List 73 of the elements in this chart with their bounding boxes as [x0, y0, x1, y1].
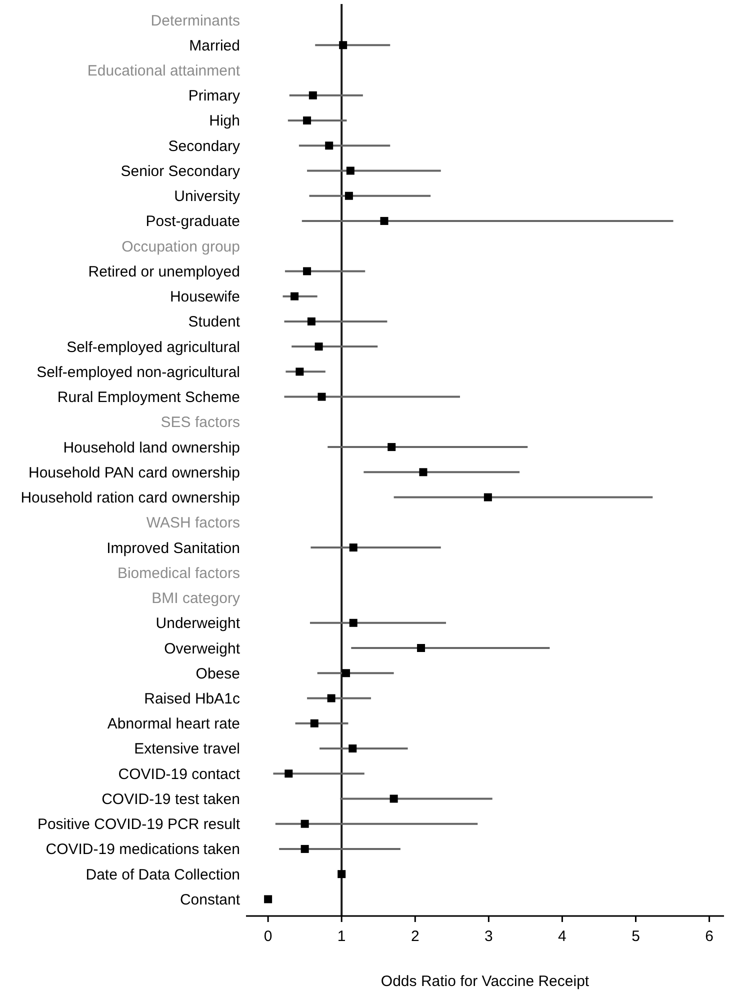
y-tick-label: Student	[188, 314, 241, 331]
y-tick-label: Household land ownership	[63, 439, 240, 456]
point	[348, 744, 357, 752]
point	[307, 317, 316, 326]
y-tick-label: Underweight	[156, 615, 241, 632]
y-tick-label: Raised HbA1c	[144, 690, 240, 708]
y-tick-label: Abnormal heart rate	[107, 716, 240, 733]
y-tick-label: Extensive travel	[134, 740, 240, 758]
y-tick-label: Retired or unemployed	[88, 263, 240, 280]
y-tick-label: SES factors	[160, 414, 240, 432]
point	[303, 116, 312, 124]
y-tick-label: Educational attainment	[87, 62, 241, 80]
x-axis-title: Odds Ratio for Vaccine Receipt	[380, 973, 590, 990]
y-tick-label: Occupation group	[122, 238, 240, 256]
point	[380, 216, 388, 225]
x-tick-label: 1	[337, 928, 346, 945]
point	[338, 870, 346, 878]
point	[300, 844, 309, 853]
y-tick-label: University	[174, 188, 240, 206]
point	[318, 392, 326, 401]
x-tick-label: 5	[632, 928, 640, 945]
point	[284, 770, 293, 778]
point	[344, 192, 353, 200]
y-tick-label: Positive COVID-19 PCR result	[37, 816, 241, 834]
y-tick-label: Determinants	[150, 12, 240, 30]
x-tick-label: 2	[410, 928, 420, 945]
y-tick-label: Senior Secondary	[120, 162, 240, 180]
point	[484, 493, 492, 502]
y-tick-label: Biomedical factors	[117, 564, 240, 582]
point	[325, 142, 334, 150]
y-tick-label: Constant	[180, 891, 241, 908]
y-tick-label: COVID-19 contact	[118, 766, 241, 783]
y-tick-label: Married	[189, 37, 240, 54]
y-tick-label: Household PAN card ownership	[28, 464, 240, 482]
point	[388, 443, 396, 452]
point	[342, 669, 350, 678]
y-tick-label: Self-employed non-agricultural	[36, 364, 240, 381]
y-tick-label: Primary	[188, 88, 240, 105]
y-tick-label: BMI category	[152, 590, 240, 608]
point	[417, 644, 426, 652]
y-tick-label: COVID-19 test taken	[102, 790, 240, 808]
point	[303, 267, 312, 276]
x-tick-label: 6	[705, 928, 714, 945]
y-tick-label: Post-graduate	[146, 213, 240, 230]
point	[308, 91, 317, 100]
point	[390, 794, 398, 803]
x-tick-label: 0	[264, 928, 272, 945]
y-tick-label: WASH factors	[146, 514, 240, 532]
y-tick-label: Improved Sanitation	[106, 540, 240, 557]
point	[349, 618, 358, 627]
y-tick-label: High	[209, 112, 240, 130]
point	[300, 820, 309, 828]
y-tick-label: COVID-19 medications taken	[46, 841, 240, 858]
y-tick-label: Household ration card ownership	[20, 490, 240, 507]
point	[339, 41, 348, 50]
point	[296, 368, 304, 376]
y-tick-label: Rural Employment Scheme	[57, 389, 240, 406]
point	[290, 292, 299, 300]
y-tick-label: Obese	[196, 665, 240, 682]
point	[310, 719, 318, 728]
y-tick-label: Date of Data Collection	[86, 866, 240, 884]
point	[349, 544, 358, 552]
point	[314, 342, 323, 351]
point	[264, 895, 272, 904]
y-tick-label: Housewife	[170, 288, 240, 306]
y-tick-label: Secondary	[168, 138, 240, 155]
point	[327, 694, 336, 702]
y-tick-label: Self-employed agricultural	[66, 338, 240, 356]
point	[419, 468, 428, 476]
y-tick-label: Overweight	[164, 640, 241, 658]
x-tick-label: 3	[484, 928, 493, 945]
point	[346, 166, 354, 175]
x-tick-label: 4	[558, 928, 566, 945]
